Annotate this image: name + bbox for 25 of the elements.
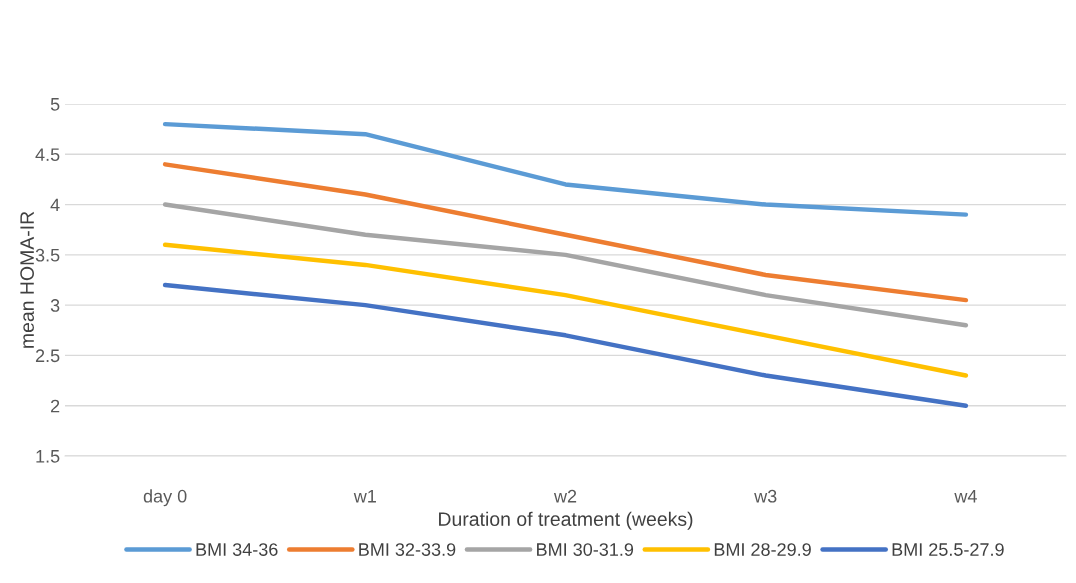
x-axis-title: Duration of treatment (weeks) bbox=[439, 511, 693, 530]
line-series bbox=[162, 202, 969, 328]
x-tick-label: w2 bbox=[553, 489, 577, 503]
y-tick-label: 3.5 bbox=[35, 248, 60, 262]
x-tick-label: w4 bbox=[954, 490, 977, 503]
line-series bbox=[162, 162, 969, 303]
y-tick-label: 3 bbox=[50, 299, 60, 312]
y-tick-label: 5 bbox=[50, 98, 60, 111]
legend-label: BMI 30-31.9 bbox=[537, 543, 634, 556]
line-series bbox=[162, 282, 969, 408]
y-axis-title: mean HOMA-IR bbox=[20, 211, 34, 348]
y-tick-label: 4.5 bbox=[35, 148, 60, 162]
line-series bbox=[162, 121, 969, 217]
legend-label: BMI 28-29.9 bbox=[714, 543, 811, 556]
legend-label: BMI 34-36 bbox=[196, 543, 278, 556]
legend-label: BMI 25.5-27.9 bbox=[892, 543, 1004, 556]
y-tick-label: 4 bbox=[50, 198, 60, 212]
legend-label: BMI 32-33.9 bbox=[359, 543, 456, 556]
y-tick-label: 2.5 bbox=[35, 349, 60, 363]
y-tick-label: 1.5 bbox=[36, 450, 60, 463]
y-tick-label: 2 bbox=[51, 399, 60, 413]
line-series bbox=[162, 242, 969, 378]
x-tick-label: w1 bbox=[353, 490, 376, 503]
x-tick-label: w3 bbox=[754, 489, 777, 503]
x-tick-label: day 0 bbox=[143, 489, 187, 507]
